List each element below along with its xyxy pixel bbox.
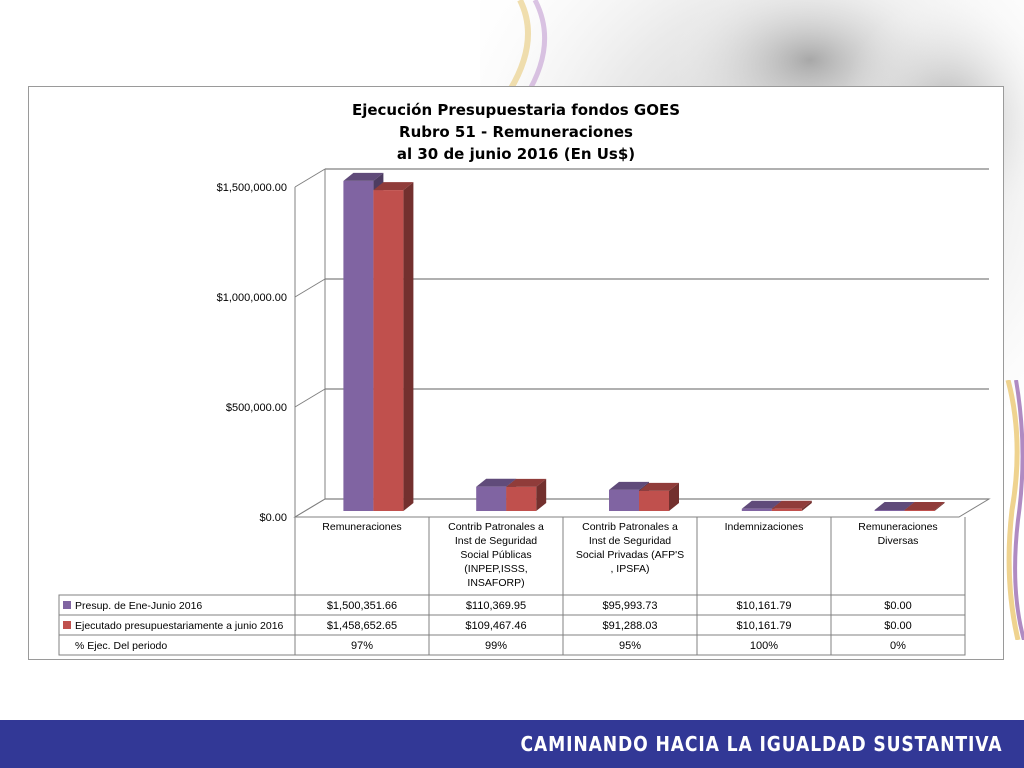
bar-top bbox=[343, 172, 384, 181]
table-row bbox=[58, 634, 966, 656]
footer-bar: CAMINANDO HACIA LA IGUALDAD SUSTANTIVA bbox=[0, 720, 1024, 768]
plot-back-wall bbox=[325, 187, 989, 499]
data-label: 95% bbox=[619, 640, 641, 652]
bar-side bbox=[801, 500, 812, 511]
legend-label: Presup. de Ene-Junio 2016 bbox=[75, 600, 202, 612]
x-tick-label: Contrib Patronales a bbox=[448, 521, 544, 533]
bar-front bbox=[771, 508, 802, 511]
y-tick-label: $1,500,000.00 bbox=[217, 182, 287, 194]
bar-top bbox=[874, 502, 915, 510]
data-label: $91,288.03 bbox=[602, 620, 657, 632]
data-label: $95,993.73 bbox=[602, 600, 657, 612]
bar-front bbox=[904, 510, 935, 511]
data-label: $1,500,351.66 bbox=[327, 600, 397, 612]
bar-front bbox=[506, 486, 537, 511]
x-tick-label: Social Públicas bbox=[460, 549, 531, 561]
legend-swatch bbox=[63, 621, 71, 629]
x-tick-label: Contrib Patronales a bbox=[582, 521, 678, 533]
bar-top bbox=[476, 478, 517, 487]
bar-front bbox=[343, 180, 374, 511]
bar-side bbox=[934, 502, 945, 511]
bar-top bbox=[639, 482, 679, 491]
bar-front bbox=[476, 486, 507, 511]
bar-1-1 bbox=[506, 478, 547, 511]
y-tick-label: $0.00 bbox=[259, 512, 287, 524]
data-label: 97% bbox=[351, 640, 373, 652]
bar-1-0 bbox=[373, 182, 414, 511]
gridline-depth-3 bbox=[294, 168, 326, 188]
bar-front bbox=[373, 190, 404, 511]
bar-top bbox=[741, 500, 782, 509]
x-tick-label: Inst de Seguridad bbox=[589, 535, 671, 547]
data-label: $0.00 bbox=[884, 600, 912, 612]
bar-top bbox=[904, 502, 945, 510]
legend-swatch bbox=[63, 601, 71, 609]
legend-label: Ejecutado presupuestariamente a junio 20… bbox=[75, 620, 284, 632]
y-tick-label: $500,000.00 bbox=[226, 402, 287, 414]
data-label: 99% bbox=[485, 640, 507, 652]
x-tick-label: (INPEP,ISSS, bbox=[464, 563, 527, 575]
x-tick-label: Remuneraciones bbox=[858, 521, 937, 533]
data-label: 0% bbox=[890, 640, 906, 652]
x-tick-label: Diversas bbox=[878, 535, 919, 547]
data-label: $109,467.46 bbox=[465, 620, 526, 632]
bar-top bbox=[771, 500, 812, 509]
bar-top bbox=[609, 481, 649, 490]
data-label: $0.00 bbox=[884, 620, 912, 632]
bar-1-4 bbox=[904, 502, 945, 511]
y-tick-label: $1,000,000.00 bbox=[217, 292, 287, 304]
bar-top bbox=[373, 182, 414, 191]
bar-top bbox=[506, 478, 547, 487]
legend-label: % Ejec. Del periodo bbox=[75, 640, 167, 652]
bar-front bbox=[741, 508, 772, 511]
gridline-depth-2 bbox=[294, 278, 326, 298]
data-label: 100% bbox=[750, 640, 778, 652]
chart-title-line-1: Ejecución Presupuestaria fondos GOES bbox=[351, 101, 681, 119]
chart-title-line-3: al 30 de junio 2016 (En Us$) bbox=[396, 145, 636, 163]
bar-front bbox=[639, 490, 669, 511]
x-tick-label: , IPSFA) bbox=[610, 563, 649, 575]
chart-plot: $0.00 $500,000.00 $1,000,000.00 $1,500,000.… bbox=[58, 168, 991, 656]
bar-front bbox=[874, 510, 905, 511]
bar-1-2 bbox=[639, 482, 679, 511]
x-tick-label: Indemnizaciones bbox=[725, 521, 804, 533]
data-label: $110,369.95 bbox=[466, 600, 526, 612]
bar-side bbox=[536, 478, 547, 511]
x-tick-label: INSAFORP) bbox=[467, 577, 524, 589]
data-label: $1,458,652.65 bbox=[327, 620, 397, 632]
decorative-stripes bbox=[1004, 380, 1024, 640]
x-tick-label: Remuneraciones bbox=[322, 521, 401, 533]
data-label: $10,161.79 bbox=[736, 600, 791, 612]
x-tick-label: Inst de Seguridad bbox=[455, 535, 537, 547]
data-label: $10,161.79 bbox=[736, 620, 791, 632]
chart-frame: Ejecución Presupuestaria fondos GOES Rub… bbox=[28, 86, 1004, 660]
bar-side bbox=[403, 182, 414, 511]
bar-front bbox=[609, 489, 639, 511]
footer-slogan: CAMINANDO HACIA LA IGUALDAD SUSTANTIVA bbox=[520, 732, 1002, 756]
gridline-depth-1 bbox=[294, 388, 326, 408]
bar-1-3 bbox=[771, 500, 812, 511]
gridline-depth-0 bbox=[294, 498, 326, 518]
bar-side bbox=[669, 482, 679, 511]
chart-title-line-2: Rubro 51 - Remuneraciones bbox=[399, 123, 633, 141]
x-tick-label: Social Privadas (AFP'S bbox=[576, 549, 684, 561]
